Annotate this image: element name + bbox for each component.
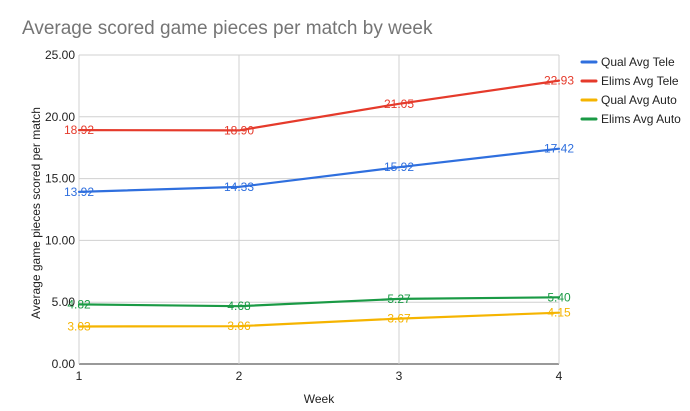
x-tick-label: 4 [556, 369, 563, 383]
x-axis-ticks: 1 2 3 4 [76, 369, 563, 383]
y-tick-label: 25.00 [45, 48, 75, 62]
data-label: 18.90 [224, 123, 254, 137]
chart-title: Average scored game pieces per match by … [22, 18, 433, 39]
data-labels: 13.92 14.33 15.92 17.42 18.92 18.90 21.05 22.93… [64, 74, 574, 334]
series-line [77, 296, 561, 308]
data-label: 17.42 [544, 142, 574, 156]
data-label: 22.93 [544, 74, 574, 88]
data-label: 4.68 [227, 299, 251, 313]
series-line [77, 311, 561, 328]
data-label: 21.05 [384, 97, 414, 111]
legend-item: Elims Avg Auto [601, 112, 681, 126]
data-label: 4.82 [67, 297, 91, 311]
x-tick-label: 2 [236, 369, 243, 383]
data-label: 3.67 [387, 312, 411, 326]
x-tick-label: 1 [76, 369, 83, 383]
x-tick-label: 3 [396, 369, 403, 383]
x-axis-label: Week [304, 392, 335, 406]
y-axis-ticks: 0.00 5.00 10.00 15.00 20.00 25.00 [45, 48, 75, 371]
data-label: 5.40 [547, 290, 571, 304]
data-label: 14.33 [224, 180, 254, 194]
data-label: 13.92 [64, 185, 94, 199]
y-tick-label: 20.00 [45, 110, 75, 124]
data-label: 5.27 [387, 292, 411, 306]
y-tick-label: 5.00 [52, 295, 76, 309]
data-label: 3.03 [67, 320, 91, 334]
series-line [77, 79, 561, 132]
legend: Qual Avg Tele Elims Avg Tele Qual Avg Auto… [580, 55, 681, 126]
data-label: 4.15 [547, 306, 571, 320]
legend-item: Qual Avg Tele [601, 55, 675, 69]
y-axis-label: Average game pieces scored per match [29, 107, 43, 319]
data-label: 15.92 [384, 160, 414, 174]
data-label: 3.06 [227, 319, 251, 333]
data-label: 18.92 [64, 123, 94, 137]
grid [78, 54, 560, 365]
y-tick-label: 0.00 [52, 357, 76, 371]
series-line [77, 147, 561, 193]
legend-item: Elims Avg Tele [601, 74, 679, 88]
legend-item: Qual Avg Auto [601, 93, 677, 107]
y-tick-label: 15.00 [45, 172, 75, 186]
series-lines [77, 79, 561, 328]
y-tick-label: 10.00 [45, 233, 75, 247]
